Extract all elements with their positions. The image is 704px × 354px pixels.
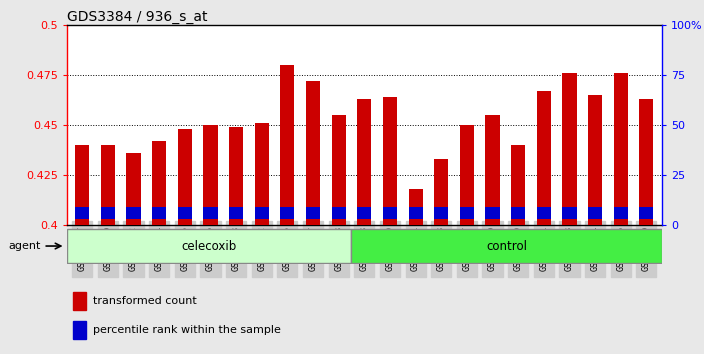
- Bar: [614, 73, 628, 225]
- Text: control: control: [486, 240, 527, 252]
- Text: GDS3384 / 936_s_at: GDS3384 / 936_s_at: [67, 10, 208, 24]
- Bar: [486, 115, 500, 225]
- Bar: [255, 123, 269, 225]
- Bar: [536, 91, 551, 225]
- Bar: [434, 207, 448, 219]
- Bar: [306, 81, 320, 225]
- Bar: [460, 207, 474, 219]
- Bar: [357, 207, 372, 219]
- Bar: [127, 207, 141, 219]
- Bar: [408, 207, 422, 219]
- Bar: [639, 99, 653, 225]
- Text: transformed count: transformed count: [94, 296, 197, 306]
- Bar: [383, 207, 397, 219]
- Bar: [408, 189, 422, 225]
- Text: celecoxib: celecoxib: [182, 240, 237, 252]
- Bar: [178, 129, 192, 225]
- Bar: [75, 145, 89, 225]
- Bar: [73, 321, 86, 339]
- Bar: [536, 207, 551, 219]
- Bar: [280, 65, 294, 225]
- Bar: [588, 95, 602, 225]
- Bar: [332, 207, 346, 219]
- Bar: [562, 73, 577, 225]
- Bar: [511, 207, 525, 219]
- Bar: [101, 207, 115, 219]
- Bar: [639, 207, 653, 219]
- Bar: [357, 99, 372, 225]
- Bar: [203, 125, 218, 225]
- Bar: [152, 207, 166, 219]
- Bar: [101, 145, 115, 225]
- Bar: [588, 207, 602, 219]
- Bar: [229, 207, 243, 219]
- Bar: [75, 207, 89, 219]
- Bar: [434, 159, 448, 225]
- Bar: [306, 207, 320, 219]
- Bar: [460, 125, 474, 225]
- Bar: [511, 145, 525, 225]
- Bar: [67, 229, 351, 263]
- Bar: [351, 229, 662, 263]
- Bar: [127, 153, 141, 225]
- Bar: [152, 141, 166, 225]
- Bar: [203, 207, 218, 219]
- Bar: [332, 115, 346, 225]
- Bar: [280, 207, 294, 219]
- Bar: [486, 207, 500, 219]
- Bar: [562, 207, 577, 219]
- Bar: [178, 207, 192, 219]
- Bar: [255, 207, 269, 219]
- Bar: [383, 97, 397, 225]
- Bar: [73, 292, 86, 310]
- Bar: [229, 127, 243, 225]
- Bar: [614, 207, 628, 219]
- Text: agent: agent: [8, 241, 41, 251]
- Text: percentile rank within the sample: percentile rank within the sample: [94, 325, 282, 335]
